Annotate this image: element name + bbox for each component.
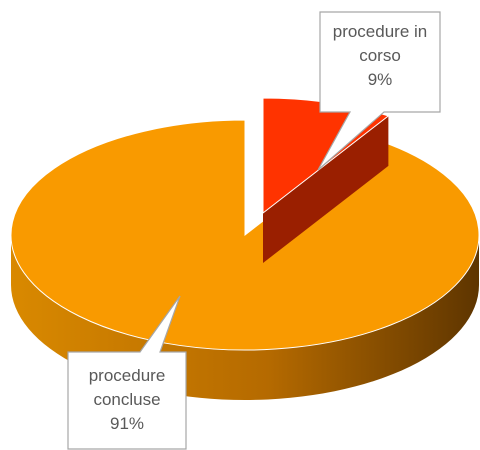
callout-box xyxy=(317,11,441,171)
callout-box xyxy=(67,295,187,450)
category-label: procedure in corso xyxy=(332,22,428,65)
category-label: procedure concluse xyxy=(88,366,166,409)
slice xyxy=(10,119,480,351)
value-label: 91% xyxy=(109,414,145,433)
value-label: 9% xyxy=(367,70,393,89)
callout-label: procedure concluse 91% xyxy=(68,364,186,436)
callout-label: procedure in corso 9% xyxy=(320,20,440,92)
slice-face xyxy=(263,115,389,264)
